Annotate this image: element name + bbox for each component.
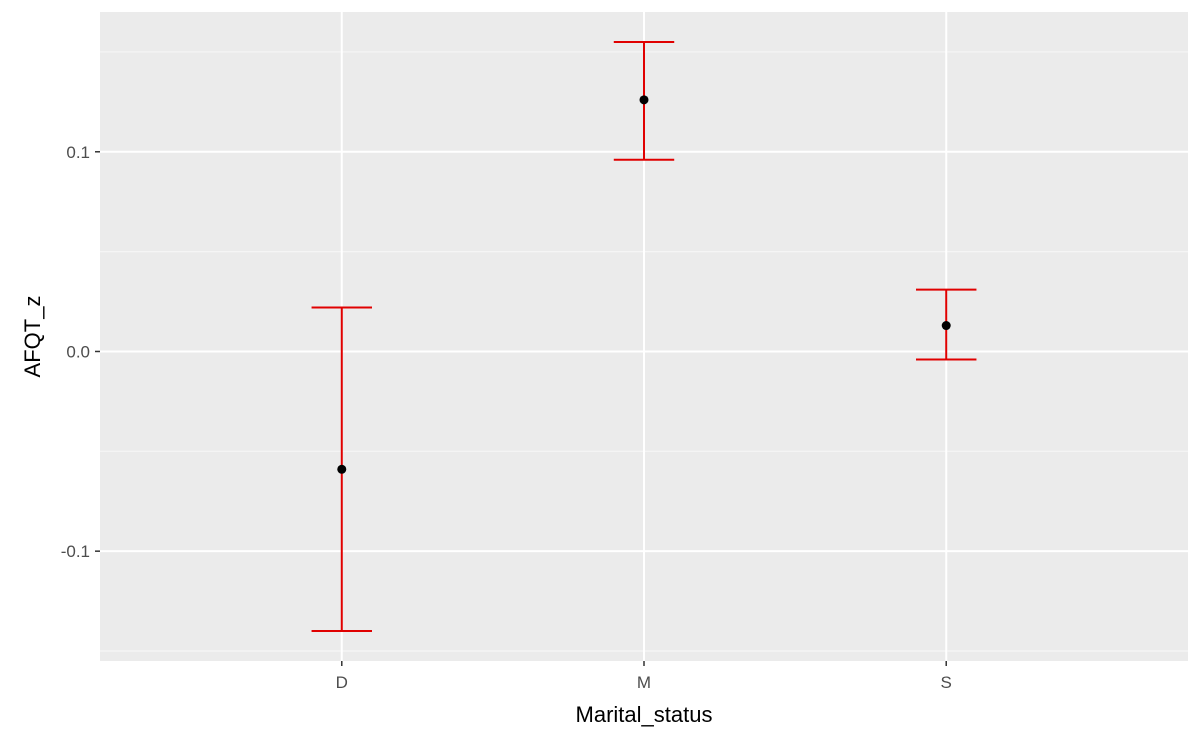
data-point	[337, 464, 347, 474]
x-tick-label: M	[637, 673, 651, 692]
data-point	[941, 321, 951, 331]
y-tick-label: 0.0	[66, 342, 90, 361]
y-axis: -0.1 0.0 0.1	[61, 143, 100, 561]
data-point	[639, 95, 649, 105]
x-tick-label: D	[336, 673, 348, 692]
y-tick-label: 0.1	[66, 143, 90, 162]
y-tick-label: -0.1	[61, 542, 90, 561]
x-axis-title: Marital_status	[576, 702, 713, 727]
y-axis-title: AFQT_z	[20, 296, 45, 378]
x-tick-label: S	[941, 673, 952, 692]
data-points	[337, 95, 951, 474]
